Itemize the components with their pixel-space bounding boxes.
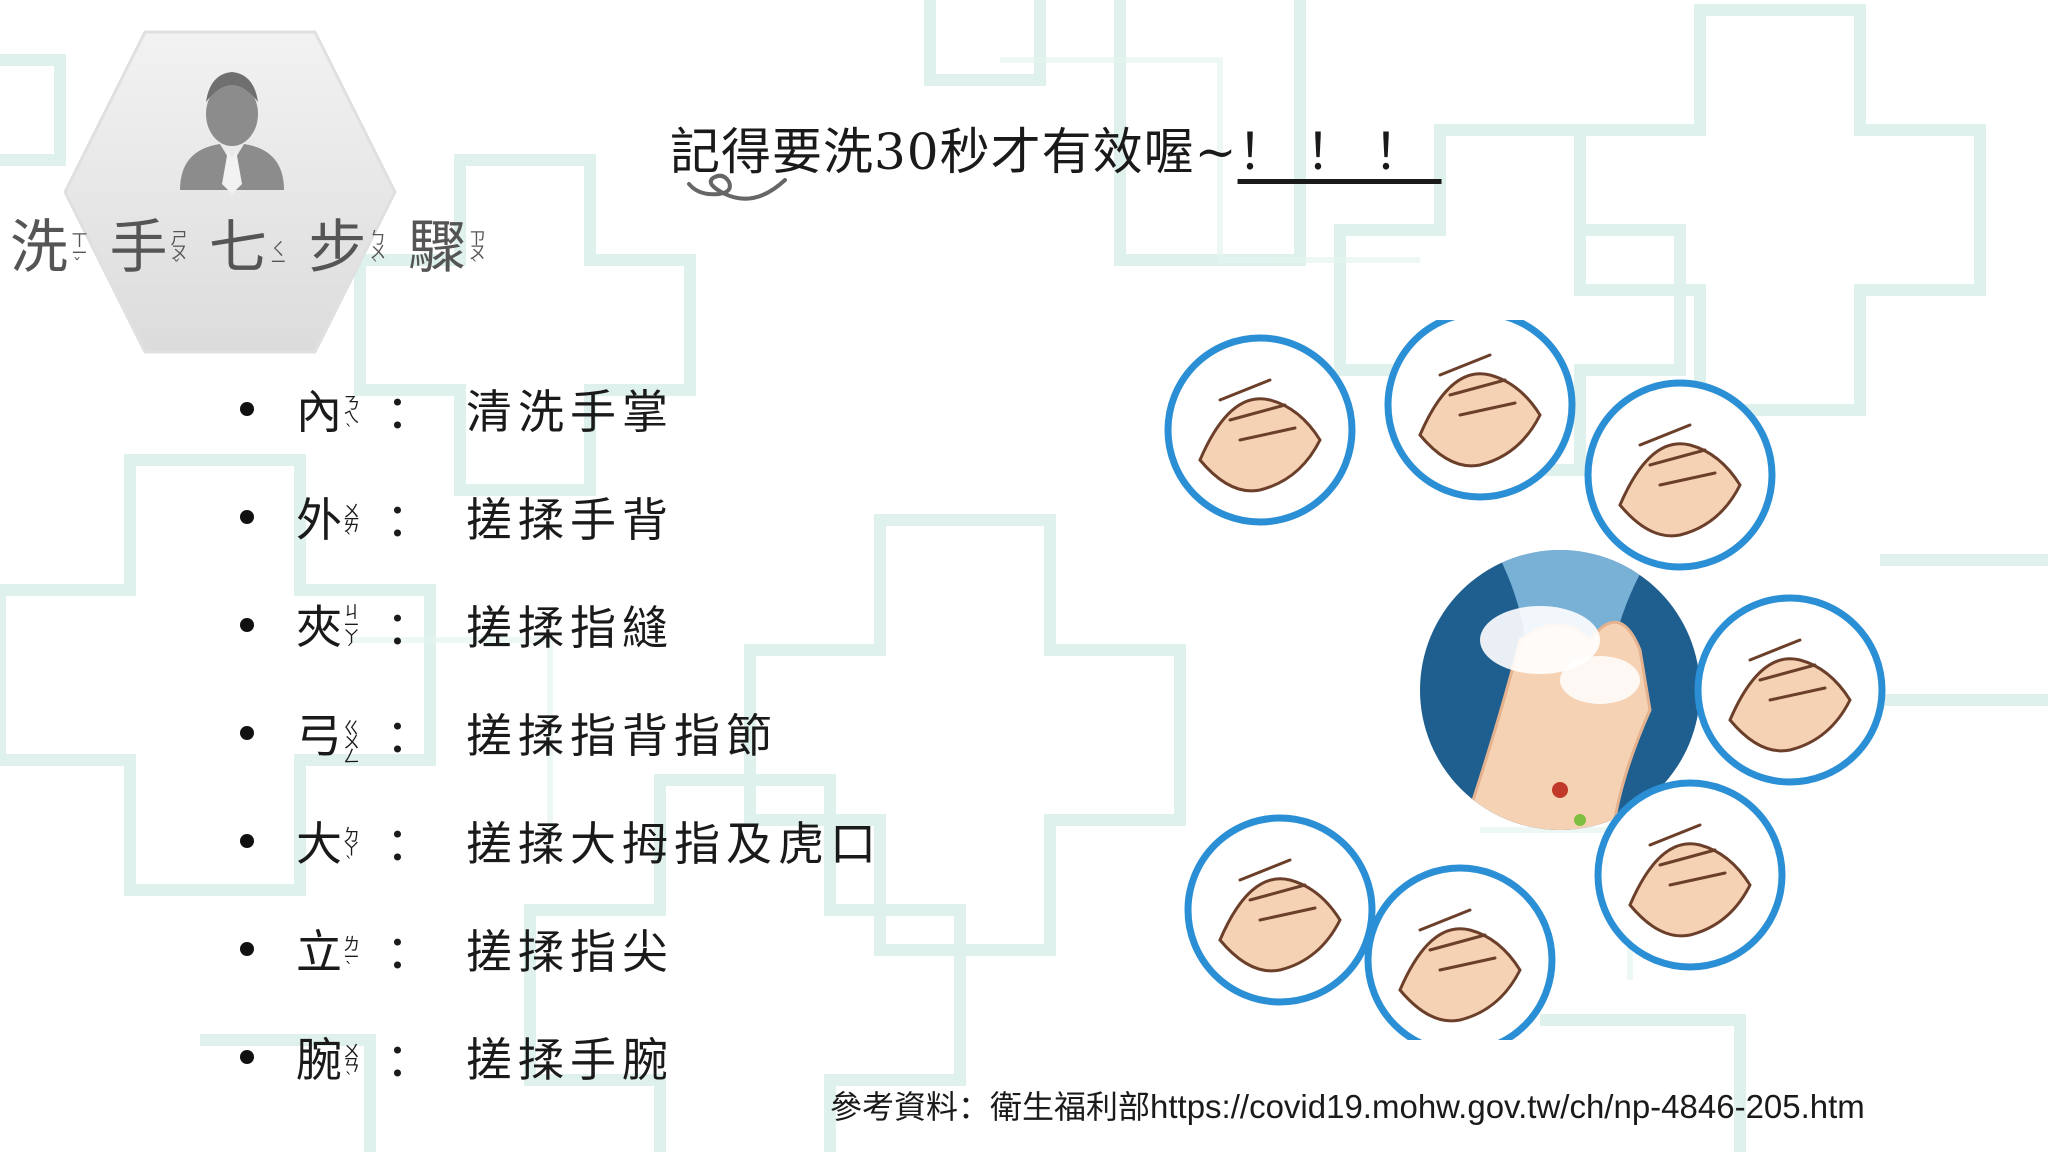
- step-key: 腕ㄨㄢˋ: [296, 1024, 386, 1090]
- step-colon: ：: [386, 709, 432, 763]
- step-key-char: 內: [296, 385, 342, 439]
- bullet-icon: [240, 726, 254, 740]
- zhuyin: ㄒㄧˇ: [67, 231, 88, 273]
- steps-list: 內ㄋㄟˋ：清洗手掌 外ㄨㄞˋ：搓揉手背 夾ㄐㄧㄚˊ：搓揉指縫 弓ㄍㄨㄥ：搓揉指背指節大…: [230, 355, 882, 1111]
- zhuyin: ㄅㄨˋ: [365, 229, 386, 275]
- person-icon: [180, 72, 284, 194]
- bullet-icon: [240, 834, 254, 848]
- step-key: 弓ㄍㄨㄥ: [296, 700, 386, 766]
- step-key-char: 大: [296, 817, 342, 871]
- step-item: 大ㄉㄚˋ：搓揉大拇指及虎口: [230, 787, 882, 895]
- zhuyin: ㄗㄡˋ: [464, 229, 485, 275]
- step-key: 內ㄋㄟˋ: [296, 376, 386, 442]
- step-key-char: 外: [296, 493, 342, 547]
- step-key-char: 夾: [296, 600, 342, 655]
- zhuyin: ㄌㄧˋ: [339, 935, 359, 977]
- step-desc: 搓揉指背指節: [466, 709, 778, 763]
- step-desc: 搓揉手背: [466, 493, 674, 547]
- bullet-icon: [240, 1050, 254, 1064]
- bullet-icon: [240, 510, 254, 524]
- handwash-illustration: [1164, 320, 1886, 1040]
- step-item: 內ㄋㄟˋ：清洗手掌: [230, 355, 882, 463]
- step-desc: 搓揉指縫: [466, 601, 674, 655]
- zhuyin: ㄑㄧ: [265, 239, 286, 265]
- title-char: 七: [208, 213, 269, 281]
- source-citation: 參考資料：衛生福利部https://covid19.mohw.gov.tw/ch…: [830, 1082, 1865, 1128]
- subtitle-exclaim: ！！！: [1237, 123, 1442, 181]
- source-label: 參考資料：衛生福利部: [830, 1088, 1151, 1126]
- step-colon: ：: [386, 1033, 432, 1087]
- step-illustration-7: [1184, 814, 1376, 1006]
- bullet-icon: [240, 618, 254, 632]
- step-illustration-6: [1364, 864, 1556, 1040]
- subtitle-text: 記得要洗30秒才有效喔~: [670, 123, 1238, 181]
- step-key-char: 立: [296, 925, 342, 979]
- step-illustration-3: [1584, 379, 1776, 571]
- swirl-icon: [687, 173, 787, 201]
- step-circles: [1164, 320, 1886, 1040]
- title-hexagon: [63, 30, 397, 354]
- step-desc: 清洗手掌: [466, 385, 674, 439]
- zhuyin: ㄕㄡˇ: [166, 229, 187, 275]
- step-colon: ：: [386, 385, 432, 439]
- zhuyin: ㄨㄢˋ: [339, 1041, 359, 1087]
- bullet-icon: [240, 402, 254, 416]
- subtitle: 記得要洗30秒才有效喔~！！！: [670, 112, 1442, 184]
- title-char: 驟: [407, 213, 468, 281]
- step-illustration-4: [1694, 594, 1886, 786]
- zhuyin: ㄍㄨㄥ: [339, 719, 359, 761]
- zhuyin: ㄉㄚˋ: [339, 825, 359, 871]
- page-title: 洗ㄒㄧˇ 手ㄕㄡˇ 七ㄑㄧ 步ㄅㄨˋ 驟ㄗㄡˋ: [10, 200, 487, 284]
- title-char: 洗: [10, 213, 71, 281]
- step-desc: 搓揉手腕: [466, 1033, 674, 1087]
- step-key: 夾ㄐㄧㄚˊ: [296, 591, 386, 659]
- step-key: 大ㄉㄚˋ: [296, 808, 386, 874]
- step-illustration-5: [1594, 779, 1786, 971]
- step-desc: 搓揉指尖: [466, 925, 674, 979]
- zhuyin: ㄐㄧㄚˊ: [339, 603, 359, 659]
- step-colon: ：: [386, 601, 432, 655]
- step-colon: ：: [386, 817, 432, 871]
- step-item: 外ㄨㄞˋ：搓揉手背: [230, 463, 882, 571]
- step-item: 腕ㄨㄢˋ：搓揉手腕: [230, 1003, 882, 1111]
- zhuyin: ㄨㄞˋ: [339, 501, 359, 547]
- step-item: 夾ㄐㄧㄚˊ：搓揉指縫: [230, 571, 882, 679]
- step-key-char: 腕: [296, 1033, 342, 1087]
- step-key: 立ㄌㄧˋ: [296, 916, 386, 982]
- title-char: 步: [308, 213, 369, 281]
- step-colon: ：: [386, 925, 432, 979]
- step-key: 外ㄨㄞˋ: [296, 484, 386, 550]
- zhuyin: ㄋㄟˋ: [339, 393, 359, 439]
- center-circle: [1420, 550, 1700, 830]
- step-illustration-2: [1384, 320, 1576, 501]
- bullet-icon: [240, 942, 254, 956]
- step-desc: 搓揉大拇指及虎口: [466, 817, 882, 871]
- step-item: 弓ㄍㄨㄥ：搓揉指背指節: [230, 679, 882, 787]
- step-colon: ：: [386, 493, 432, 547]
- source-url[interactable]: https://covid19.mohw.gov.tw/ch/np-4846-2…: [1150, 1088, 1865, 1125]
- step-key-char: 弓: [296, 709, 342, 763]
- title-char: 手: [109, 213, 170, 281]
- step-item: 立ㄌㄧˋ：搓揉指尖: [230, 895, 882, 1003]
- step-illustration-1: [1164, 334, 1356, 526]
